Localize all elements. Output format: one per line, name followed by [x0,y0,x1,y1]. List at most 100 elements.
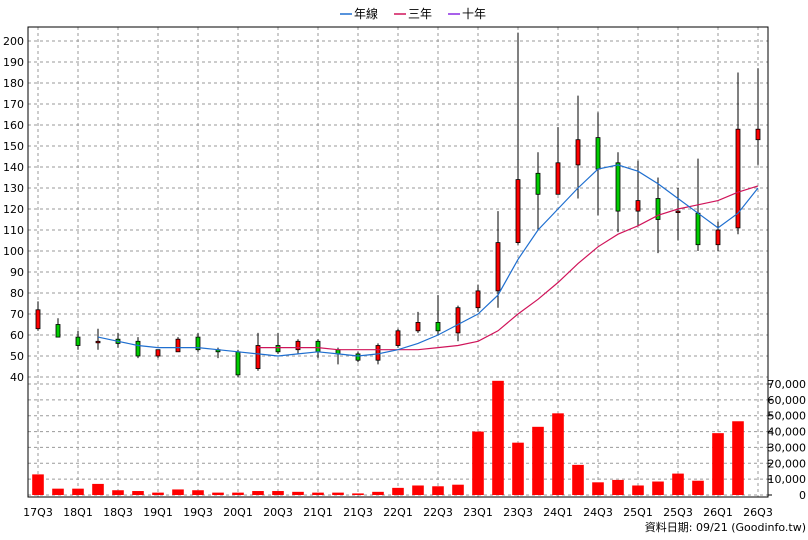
volume-bar [692,480,704,495]
candle-up [395,330,401,346]
ma-3yr-line [258,185,759,351]
candle-up [475,290,481,309]
volume-bar [172,489,184,495]
volume-bar [712,433,724,495]
legend-label: 年線 [354,6,378,21]
price-tick-label: 90 [10,266,24,279]
volume-tick-label: 60,000 [768,394,807,407]
ma-year-line [97,164,759,357]
volume-bar [572,464,584,495]
volume-axis: 0 10,000 20,000 30,000 40,000 50,000 60,000 70,… [768,378,807,502]
price-tick-label: 160 [3,119,24,132]
volume-bar [432,486,444,495]
price-tick-label: 130 [3,182,24,195]
candle-down [55,324,61,338]
candle-up [735,128,741,229]
price-tick-label: 70 [10,308,24,321]
candle-up [155,349,161,357]
legend: 年線 三年 十年 [340,6,486,21]
volume-tick-label: 20,000 [768,457,807,470]
candle-down [595,137,601,170]
volume-tick-label: 50,000 [768,410,807,423]
price-tick-label: 60 [10,329,24,342]
volume-bar [32,474,44,495]
legend-label: 十年 [462,7,486,21]
candle-up [415,321,421,332]
volume-bar [472,431,484,495]
candlesticks [35,32,761,377]
price-tick-label: 150 [3,140,24,153]
x-tick-label: 18Q1 [63,506,93,519]
candle-down [75,336,81,346]
candle-down [435,321,441,332]
volume-bar [352,493,364,495]
candle-up [555,162,561,195]
volume-bar [652,481,664,495]
volume-tick-label: 10,000 [768,473,807,486]
candle-up [755,128,761,141]
volume-tick-label: 30,000 [768,441,807,454]
candle-down [655,198,661,220]
volume-bar [52,488,64,495]
volume-bar [592,482,604,495]
legend-label: 三年 [408,7,432,21]
x-tick-label: 24Q3 [583,506,613,519]
price-tick-label: 50 [10,350,24,363]
x-tick-label: 21Q1 [303,506,333,519]
x-tick-label: 22Q3 [423,506,453,519]
candle-down [615,162,621,212]
volume-bar [672,473,684,495]
price-tick-label: 140 [3,161,24,174]
x-tick-label: 20Q1 [223,506,253,519]
plot-frame [27,26,769,498]
volume-bar [272,491,284,495]
volume-bar [732,421,744,495]
volume-bar [152,492,164,495]
volume-bar [512,442,524,495]
x-tick-label: 26Q1 [703,506,733,519]
volume-bar [312,492,324,495]
volume-bar [212,492,224,495]
volume-bar [392,487,404,495]
x-axis: 17Q3 18Q1 18Q3 19Q1 19Q3 20Q1 20Q3 21Q1 21Q3 22Q1… [23,506,773,519]
price-tick-label: 200 [3,35,24,48]
price-tick-label: 190 [3,56,24,69]
candle-down [315,340,321,353]
price-tick-label: 110 [3,224,24,237]
volume-bar [92,483,104,495]
price-tick-label: 120 [3,203,24,216]
x-tick-label: 25Q1 [623,506,653,519]
date-note: 資料日期: 09/21 (Goodinfo.tw) [645,520,806,534]
price-tick-label: 80 [10,287,24,300]
candle-up [255,345,261,370]
price-tick-label: 170 [3,98,24,111]
candle-down [535,172,541,195]
candle-up [515,179,521,244]
x-tick-label: 19Q3 [183,506,213,519]
volume-bar [532,426,544,495]
candle-down [235,351,241,376]
candle-up [495,242,501,292]
volume-bar [132,491,144,495]
candle-down [195,336,201,351]
volume-bar [112,490,124,495]
x-tick-label: 24Q1 [543,506,573,519]
x-tick-label: 25Q3 [663,506,693,519]
candle-up [375,345,381,361]
volume-tick-label: 70,000 [768,378,807,391]
volume-bar [372,491,384,495]
x-tick-label: 23Q1 [463,506,493,519]
volume-bar [612,479,624,495]
x-tick-label: 18Q3 [103,506,133,519]
volume-bars [32,380,744,495]
volume-bar [292,491,304,495]
candle-up [635,200,641,212]
volume-bar [192,490,204,495]
volume-bar [72,488,84,495]
price-axis: 40 50 60 70 80 90 100 110 120 130 140 150 160 170 180 1… [3,35,24,384]
volume-bar [332,492,344,495]
candle-up [175,338,181,353]
x-tick-label: 20Q3 [263,506,293,519]
candle-up [715,229,721,246]
